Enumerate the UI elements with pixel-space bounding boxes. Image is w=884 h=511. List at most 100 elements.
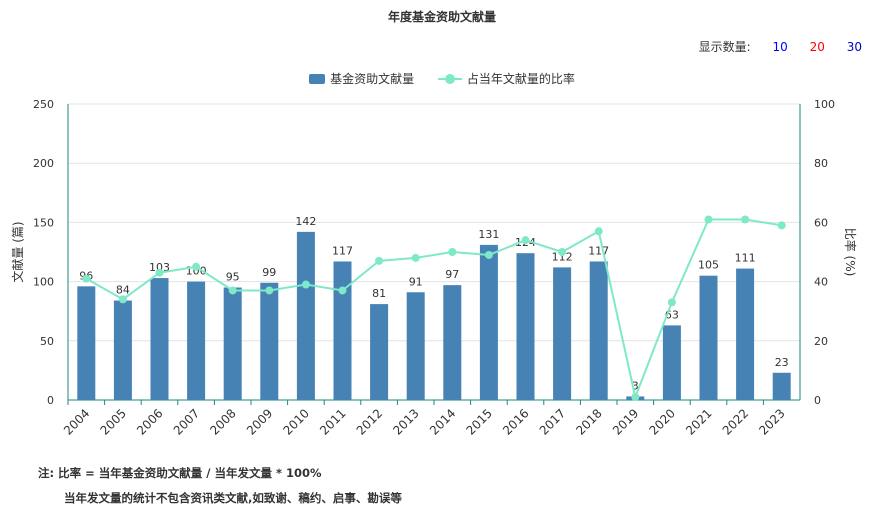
y-right-tick-label: 0 (814, 394, 821, 407)
legend-bar-label: 基金资助文献量 (330, 72, 415, 86)
ratio-point-2012 (375, 256, 384, 265)
ratio-point-2005 (118, 295, 127, 304)
y-right-tick-label: 40 (814, 276, 828, 289)
ratio-point-2004 (82, 274, 91, 283)
y-left-tick-label: 200 (33, 157, 54, 170)
display-count-selector: 显示数量: 10 20 30 (699, 38, 862, 55)
ratio-point-2010 (301, 280, 310, 289)
x-tick-label: 2022 (720, 406, 751, 437)
display-count-option-20[interactable]: 20 (809, 40, 825, 54)
x-tick-label: 2005 (98, 406, 129, 437)
x-tick-label: 2020 (647, 406, 678, 437)
bar-2023 (772, 372, 791, 400)
bar-value-label: 81 (372, 287, 386, 300)
chart-notes: 注: 比率 = 当年基金资助文献量 / 当年发文量 * 100% 当年发文量的统… (38, 461, 402, 511)
legend-item-bar[interactable]: 基金资助文献量 (309, 70, 414, 87)
bar-2017 (553, 267, 572, 400)
ratio-point-2006 (155, 268, 164, 277)
ratio-point-2021 (704, 215, 713, 224)
y-axis-right-title: 比率 (%) (843, 228, 858, 277)
x-tick-label: 2010 (281, 406, 312, 437)
ratio-point-2009 (265, 286, 274, 295)
x-tick-label: 2014 (427, 406, 458, 437)
y-right-tick-label: 60 (814, 216, 828, 229)
ratio-point-2011 (338, 286, 347, 295)
bar-2006 (150, 278, 169, 400)
bar-value-label: 97 (445, 268, 459, 281)
y-left-tick-label: 250 (33, 98, 54, 111)
x-tick-label: 2012 (354, 406, 385, 437)
x-tick-label: 2016 (500, 406, 531, 437)
bar-value-label: 23 (775, 356, 789, 369)
y-right-tick-label: 80 (814, 157, 828, 170)
ratio-point-2020 (667, 298, 676, 307)
ratio-line (85, 218, 782, 401)
legend-line-label: 占当年文献量的比率 (466, 72, 575, 86)
bar-2007 (187, 281, 206, 400)
bar-2015 (479, 244, 498, 400)
bar-2011 (333, 261, 352, 400)
y-left-tick-label: 100 (33, 276, 54, 289)
bar-value-label: 142 (295, 215, 316, 228)
bar-2005 (113, 300, 132, 400)
legend-line-swatch (437, 73, 462, 84)
bar-2013 (406, 292, 425, 400)
display-count-option-10[interactable]: 10 (772, 40, 788, 54)
bar-value-label: 131 (478, 228, 499, 241)
y-left-tick-label: 150 (33, 216, 54, 229)
legend-item-line[interactable]: 占当年文献量的比率 (437, 70, 575, 87)
bar-value-label: 103 (149, 261, 170, 274)
ratio-point-2007 (192, 262, 201, 271)
x-tick-label: 2009 (244, 406, 275, 437)
y-left-tick-label: 50 (40, 335, 54, 348)
bar-2008 (223, 287, 242, 400)
ratio-point-2022 (741, 215, 750, 224)
note-line-2: 当年发文量的统计不包含资讯类文献,如致谢、稿约、启事、勘误等 (64, 491, 402, 505)
x-tick-label: 2021 (683, 406, 714, 437)
ratio-point-2015 (484, 250, 493, 259)
x-tick-label: 2018 (573, 406, 604, 437)
bar-value-label: 99 (262, 266, 276, 279)
ratio-point-2008 (228, 286, 237, 295)
legend-bar-swatch (309, 73, 326, 84)
bar-2018 (589, 261, 608, 400)
bar-value-label: 105 (698, 259, 719, 272)
bar-2020 (662, 325, 681, 400)
bar-2022 (736, 268, 755, 400)
x-tick-label: 2013 (390, 406, 421, 437)
ratio-point-2023 (777, 221, 786, 230)
x-tick-label: 2008 (207, 406, 238, 437)
bar-value-label: 117 (588, 244, 609, 257)
bar-2014 (443, 285, 462, 400)
bar-value-label: 117 (332, 244, 353, 257)
note-line-1: 注: 比率 = 当年基金资助文献量 / 当年发文量 * 100% (38, 466, 322, 480)
x-tick-label: 2004 (61, 406, 92, 437)
y-axis-left-title: 文献量 (篇) (10, 221, 25, 282)
x-tick-label: 2011 (317, 406, 348, 437)
y-right-tick-label: 100 (814, 98, 835, 111)
x-tick-label: 2007 (171, 406, 202, 437)
x-tick-label: 2023 (756, 406, 787, 437)
ratio-point-2018 (594, 227, 603, 236)
ratio-point-2017 (558, 248, 567, 256)
display-count-option-30[interactable]: 30 (846, 40, 862, 54)
x-tick-label: 2017 (537, 406, 568, 437)
ratio-point-2019 (631, 393, 640, 402)
bar-2012 (370, 304, 389, 400)
bar-value-label: 95 (226, 271, 240, 284)
bar-value-label: 3 (632, 379, 639, 392)
x-tick-label: 2006 (134, 406, 165, 437)
bar-value-label: 111 (735, 252, 756, 265)
ratio-point-2013 (411, 253, 420, 262)
y-right-tick-label: 20 (814, 335, 828, 348)
chart-title: 年度基金资助文献量 (387, 10, 496, 24)
chart-legend: 基金资助文献量 占当年文献量的比率 (0, 70, 884, 87)
x-tick-label: 2015 (464, 406, 495, 437)
ratio-point-2014 (448, 248, 457, 256)
bar-2004 (77, 286, 96, 400)
bar-value-label: 112 (552, 250, 573, 263)
bar-2016 (516, 253, 535, 400)
bar-2009 (260, 282, 279, 400)
bar-2021 (699, 275, 718, 400)
